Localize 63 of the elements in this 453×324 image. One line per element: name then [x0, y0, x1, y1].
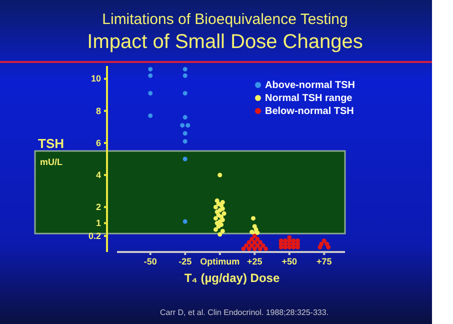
point	[180, 123, 185, 128]
text: Carr D, et al. Clin Endocrinol. 1988;28:325-333.	[160, 308, 329, 317]
legend-label: Below-normal TSH	[265, 106, 354, 117]
point	[260, 243, 266, 248]
x-tick-label: +50	[282, 256, 298, 266]
point	[258, 240, 262, 245]
point	[241, 246, 246, 252]
point	[220, 200, 225, 205]
point	[252, 234, 257, 238]
x-tick-label: +25	[246, 256, 262, 266]
point	[250, 243, 254, 248]
point	[244, 243, 249, 248]
legend-label: Above-normal TSH	[265, 80, 356, 91]
point	[252, 246, 257, 252]
point	[246, 246, 252, 252]
point	[255, 236, 260, 242]
point	[182, 66, 188, 72]
y-tick-label: 6	[96, 138, 101, 148]
point	[255, 243, 260, 248]
point	[326, 244, 331, 250]
point	[148, 73, 153, 78]
point	[216, 224, 221, 229]
point	[148, 91, 153, 96]
point	[213, 216, 218, 221]
x-axis-title: T₄ (µg/day) Dose	[184, 271, 280, 285]
y-tick-label: 2	[96, 202, 101, 212]
x-tick-label: Optimum	[200, 256, 240, 266]
y-tick-label: 4	[96, 170, 101, 180]
point	[318, 244, 322, 250]
point	[250, 216, 256, 221]
x-tick-label: -50	[144, 256, 157, 266]
y-tick-label: 1	[96, 218, 101, 228]
point	[182, 139, 188, 144]
y-tick-label: 10	[90, 74, 101, 84]
y-tick-label: 8	[96, 106, 101, 116]
x-tick-label: -25	[178, 256, 192, 266]
chart-subtitle: Impact of Small Dose Changes	[87, 31, 363, 53]
point	[182, 115, 188, 120]
point	[322, 238, 326, 244]
point	[148, 113, 153, 118]
y-axis-title: TSH mU/L	[38, 136, 64, 167]
point	[218, 172, 222, 178]
point	[186, 123, 190, 128]
point	[182, 91, 188, 96]
point	[218, 232, 222, 237]
point	[213, 204, 218, 210]
point	[258, 246, 262, 252]
point	[213, 227, 218, 232]
point	[220, 228, 225, 234]
y-tick-label: 0.2	[88, 230, 101, 241]
point	[264, 246, 268, 252]
point	[148, 66, 153, 72]
point	[252, 240, 257, 245]
chart-title: Limitations of Bioequivalence Testing	[102, 11, 348, 28]
point	[182, 219, 188, 224]
legend-label: Normal TSH range	[265, 93, 353, 104]
point	[182, 73, 188, 78]
point	[246, 240, 252, 245]
point	[182, 131, 188, 136]
point	[250, 236, 254, 242]
point	[182, 156, 188, 162]
x-tick-label: +75	[316, 256, 332, 266]
point	[222, 211, 226, 216]
